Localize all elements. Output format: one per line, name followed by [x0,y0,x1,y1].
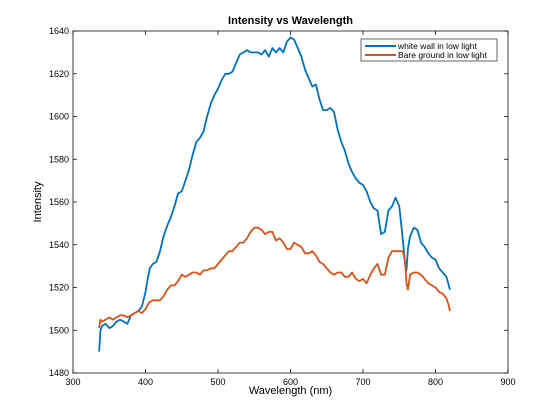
x-tick-label: 700 [355,377,370,387]
y-tick-label: 1520 [49,283,69,293]
y-axis: 1480 1500 1520 1540 1560 1580 1600 1620 1640 [49,26,508,378]
x-tick-label: 500 [210,377,225,387]
y-axis-label: Intensity [32,181,44,222]
series-layer [98,36,451,352]
x-tick-label: 600 [283,377,298,387]
y-tick-label: 1500 [49,325,69,335]
x-tick-label: 900 [500,377,515,387]
x-tick-label: 800 [428,377,443,387]
y-tick-label: 1620 [49,69,69,79]
x-axis: 300 400 500 600 700 800 900 [65,31,516,387]
plot-background [73,31,508,373]
series-line-1 [98,226,451,329]
x-tick-label: 300 [65,377,80,387]
y-tick-label: 1480 [49,368,69,378]
y-tick-label: 1580 [49,154,69,164]
y-tick-label: 1640 [49,26,69,36]
y-tick-label: 1600 [49,112,69,122]
x-tick-label: 400 [138,377,153,387]
legend-label-bare-ground: Bare ground in low light [398,50,487,60]
series-line-0 [98,36,451,352]
chart-title: Intensity vs Wavelength [228,15,353,27]
legend-label-white-wall: white wall in low light [397,41,478,51]
legend: white wall in low light Bare ground in l… [360,38,498,62]
x-axis-label: Wavelength (nm) [249,385,332,397]
y-tick-label: 1560 [49,197,69,207]
y-tick-label: 1540 [49,240,69,250]
